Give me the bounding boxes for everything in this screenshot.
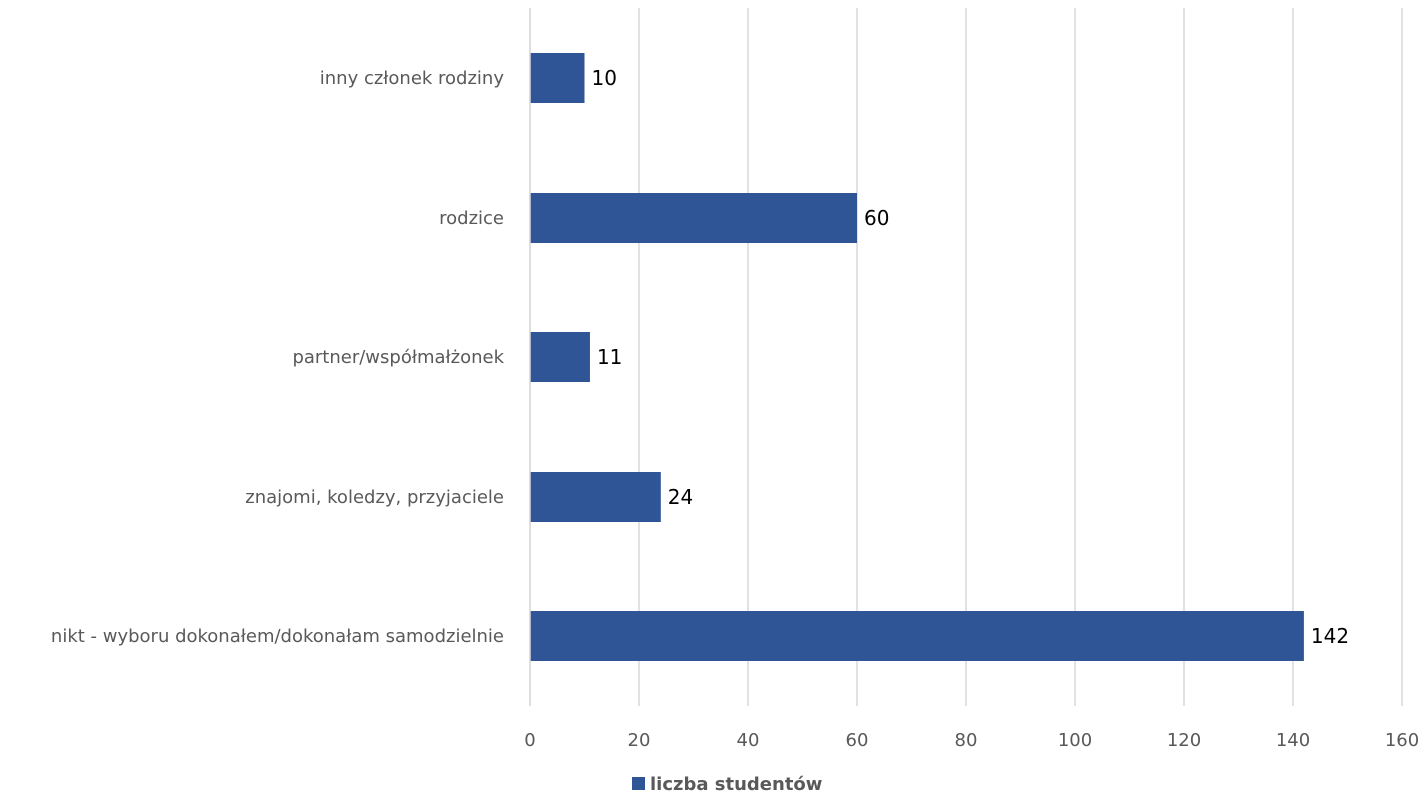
bar bbox=[530, 53, 585, 103]
bar bbox=[530, 193, 857, 243]
data-label: 60 bbox=[864, 206, 889, 230]
bar bbox=[530, 611, 1304, 661]
data-label: 11 bbox=[597, 345, 622, 369]
x-tick-label: 160 bbox=[1385, 730, 1419, 751]
x-tick-label: 0 bbox=[524, 730, 535, 751]
legend-swatch bbox=[632, 777, 645, 790]
x-tick-label: 40 bbox=[737, 730, 760, 751]
legend-label: liczba studentów bbox=[650, 774, 822, 795]
x-tick-label: 60 bbox=[846, 730, 869, 751]
category-label: nikt - wyboru dokonałem/dokonałam samodz… bbox=[51, 626, 504, 647]
x-tick-label: 100 bbox=[1058, 730, 1092, 751]
x-tick-label: 80 bbox=[955, 730, 978, 751]
x-tick-label: 20 bbox=[628, 730, 651, 751]
data-label: 10 bbox=[592, 66, 617, 90]
category-label: rodzice bbox=[439, 208, 504, 229]
x-tick-label: 140 bbox=[1276, 730, 1310, 751]
x-tick-label: 120 bbox=[1167, 730, 1201, 751]
category-label: znajomi, koledzy, przyjaciele bbox=[245, 487, 504, 508]
data-label: 142 bbox=[1311, 624, 1349, 648]
category-label: inny członek rodziny bbox=[320, 68, 505, 89]
category-label: partner/współmałżonek bbox=[292, 347, 504, 368]
bar bbox=[530, 332, 590, 382]
data-label: 24 bbox=[668, 485, 693, 509]
bar bbox=[530, 472, 661, 522]
